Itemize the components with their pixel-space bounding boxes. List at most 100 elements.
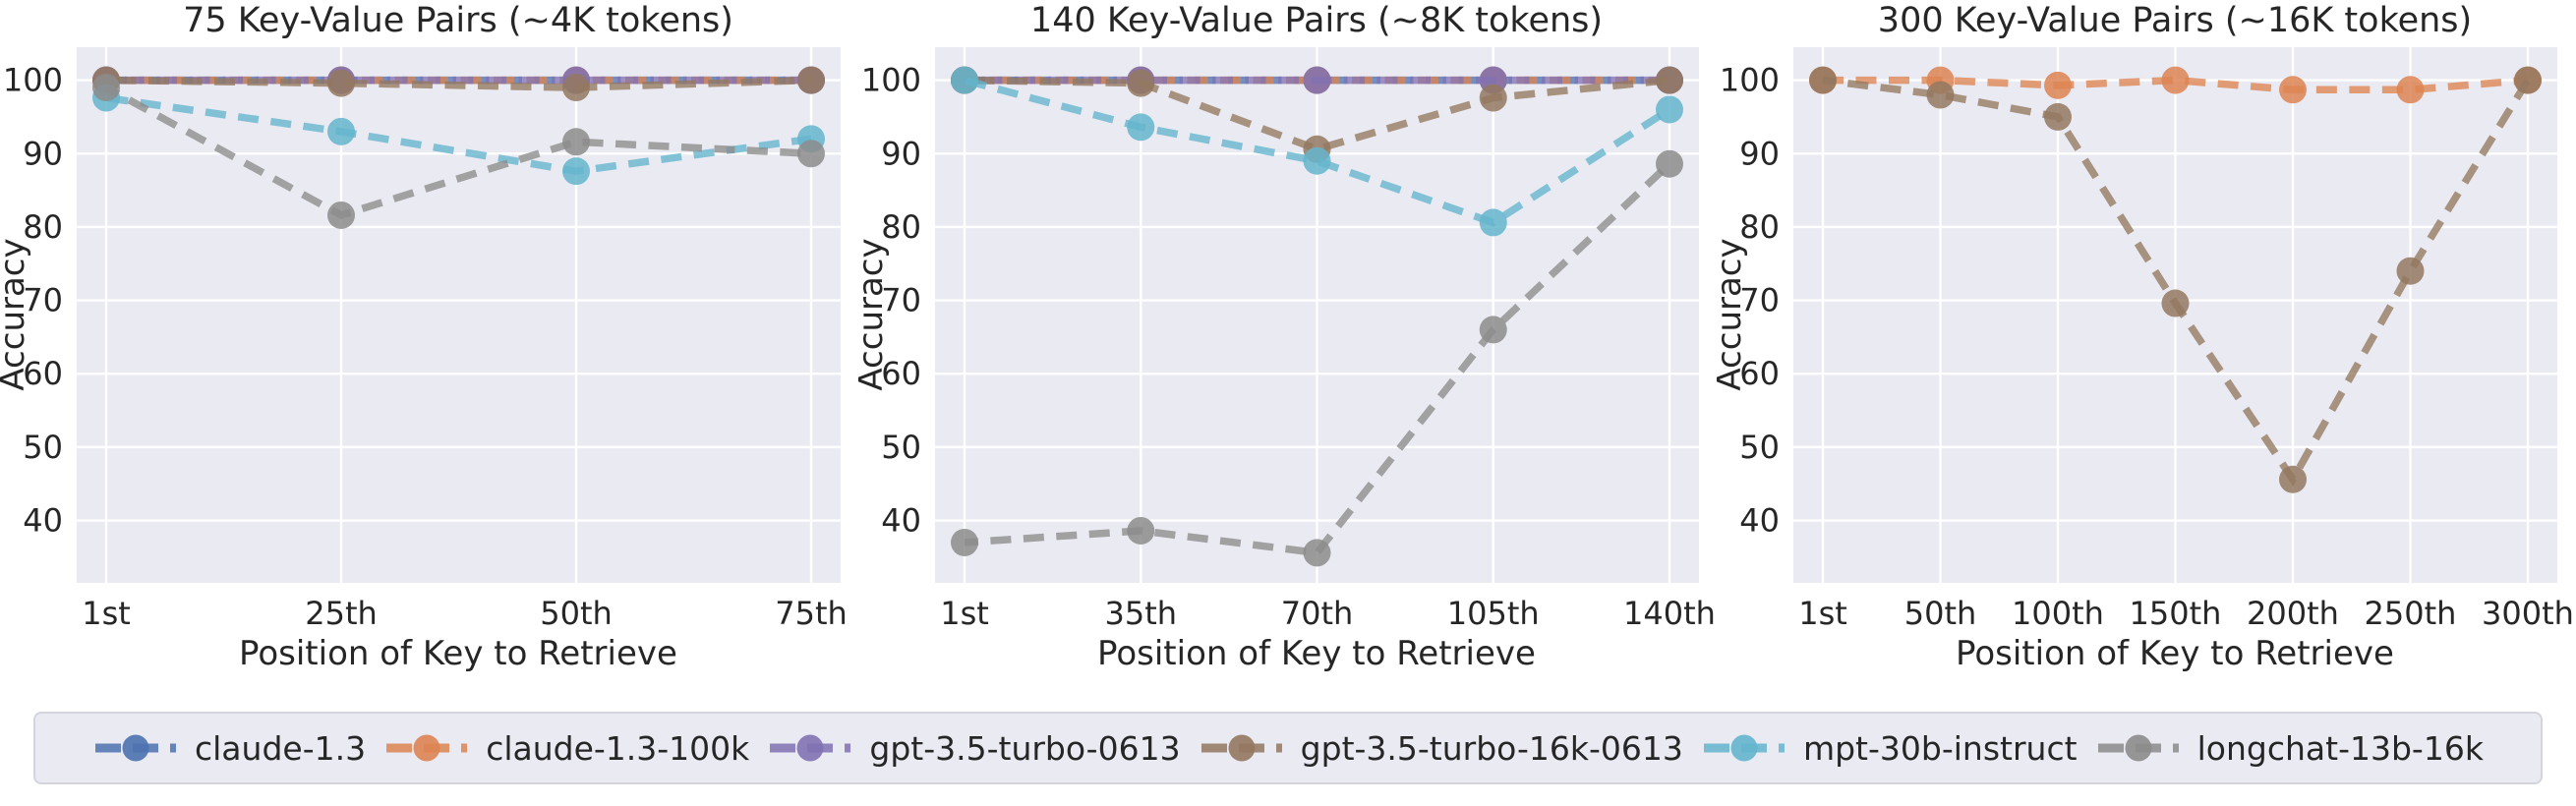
- series-marker-mpt-30b-instruct: [1656, 95, 1683, 124]
- series-marker-mpt-30b-instruct: [1479, 208, 1507, 237]
- figure-legend: claude-1.3 claude-1.3-100k gpt-3.5-turbo-0…: [33, 712, 2543, 784]
- plot-140-kv-pairs: 40 50 60 70 80 90 100 1st 35th 70th 105th 140th 140…: [858, 1, 1716, 673]
- series-marker-mpt-30b-instruct: [951, 66, 978, 94]
- x-tick-label: 250th: [2365, 595, 2457, 632]
- series-marker-longchat-13b-16k: [562, 128, 590, 156]
- y-tick-label: 80: [23, 208, 63, 246]
- x-axis-label: Position of Key to Retrieve: [1956, 634, 2394, 673]
- plot-root: 40 50 60 70 80 90 100 1st 25th 50th 75th: [3, 47, 848, 632]
- series-line-longchat-13b-16k: [104, 84, 812, 220]
- series-line-gpt-3.5-turbo-16k-0613: [964, 76, 1670, 153]
- legend-dot: [122, 734, 149, 762]
- y-tick-label: 100: [861, 62, 921, 99]
- x-axis-label: Position of Key to Retrieve: [1097, 634, 1536, 673]
- y-tick-label: 70: [881, 282, 921, 319]
- series-marker-gpt-3.5-turbo-16k-0613: [327, 69, 355, 97]
- chart-title: 300 Key-Value Pairs (~16K tokens): [1878, 1, 2472, 40]
- legend-entry-mpt-30b-instruct: mpt-30b-instruct: [1701, 729, 2078, 768]
- series-marker-gpt-3.5-turbo-16k-0613: [2044, 102, 2072, 131]
- x-tick-label: 25th: [305, 595, 378, 632]
- x-tick-label: 1st: [940, 595, 989, 632]
- series-marker-mpt-30b-instruct: [562, 157, 590, 186]
- y-tick-label: 70: [1739, 282, 1780, 319]
- legend-label: claude-1.3: [195, 728, 367, 768]
- legend-dot: [2125, 734, 2152, 762]
- series-marker-gpt-3.5-turbo-16k-0613: [2396, 257, 2425, 285]
- series-marker-claude-1.3-100k: [2396, 76, 2425, 104]
- series-marker-gpt-3.5-turbo-16k-0613: [1656, 66, 1683, 94]
- x-tick-label: 105th: [1447, 595, 1540, 632]
- series-marker-longchat-13b-16k: [327, 201, 355, 229]
- legend-entry-longchat-13b-16k: longchat-13b-16k: [2095, 729, 2484, 768]
- legend-marker-icon: [386, 734, 468, 762]
- series-marker-longchat-13b-16k: [1127, 516, 1155, 545]
- series-marker-claude-1.3-100k: [2161, 66, 2190, 94]
- series-marker-claude-1.3-100k: [2279, 76, 2307, 104]
- y-tick-label: 80: [881, 208, 921, 246]
- y-tick-label: 40: [23, 502, 63, 540]
- legend-dot: [796, 734, 824, 762]
- y-tick-label: 40: [881, 502, 921, 540]
- legend-entry-claude-1.3: claude-1.3: [92, 729, 366, 768]
- series-marker-longchat-13b-16k: [951, 528, 978, 556]
- x-tick-label: 140th: [1623, 595, 1716, 632]
- series-line-longchat-13b-16k: [964, 160, 1672, 557]
- x-tick-label: 1st: [1798, 595, 1847, 632]
- y-tick-label: 80: [1739, 208, 1780, 246]
- series-marker-gpt-3.5-turbo-16k-0613: [1926, 81, 1955, 109]
- legend-dot: [1730, 734, 1758, 762]
- y-tick-label: 50: [881, 429, 921, 466]
- series-marker-gpt-3.5-turbo-16k-0613: [2161, 289, 2190, 317]
- legend-entry-claude-1.3-100k: claude-1.3-100k: [383, 729, 749, 768]
- series-marker-mpt-30b-instruct: [1127, 113, 1155, 142]
- x-tick-label: 300th: [2482, 595, 2574, 632]
- plot-75-kv-pairs: 40 50 60 70 80 90 100 1st 25th 50th 75th 75 Key-Va…: [0, 1, 848, 673]
- y-axis-label: Accuracy: [858, 238, 891, 390]
- x-tick-label: 1st: [82, 595, 131, 632]
- legend-marker-icon: [1703, 734, 1785, 762]
- y-tick-label: 60: [1739, 355, 1780, 392]
- x-tick-label: 35th: [1104, 595, 1177, 632]
- legend-dot: [413, 734, 440, 762]
- series-line-gpt-3.5-turbo-16k-0613: [105, 76, 812, 91]
- y-tick-label: 90: [23, 135, 63, 172]
- panel-background: [77, 47, 841, 583]
- legend-label: gpt-3.5-turbo-16k-0613: [1300, 728, 1683, 768]
- series-marker-gpt-3.5-turbo-16k-0613: [562, 74, 590, 102]
- x-tick-label: 75th: [775, 595, 848, 632]
- y-tick-label: 40: [1739, 502, 1780, 540]
- chart-title: 75 Key-Value Pairs (~4K tokens): [183, 1, 733, 40]
- legend-dot: [1228, 734, 1256, 762]
- legend-marker-icon: [1200, 734, 1282, 762]
- chart-140-kv-pairs: 40 50 60 70 80 90 100 1st 35th 70th 105th 140th 140…: [858, 0, 1717, 700]
- legend-marker-icon: [2097, 734, 2179, 762]
- y-tick-label: 100: [3, 62, 63, 99]
- series-marker-mpt-30b-instruct: [1303, 146, 1331, 175]
- series-marker-mpt-30b-instruct: [327, 117, 355, 145]
- y-tick-label: 60: [881, 355, 921, 392]
- legend-label: mpt-30b-instruct: [1802, 728, 2078, 768]
- x-tick-label: 150th: [2130, 595, 2222, 632]
- y-axis-label: Accuracy: [1717, 238, 1749, 390]
- series-marker-gpt-3.5-turbo-16k-0613: [1479, 84, 1507, 112]
- y-tick-label: 100: [1720, 62, 1780, 99]
- y-tick-label: 50: [1739, 429, 1780, 466]
- plot-root: 40 50 60 70 80 90 100 1st 50th 100th 150th 200th 250…: [1720, 47, 2574, 632]
- figure-row: 40 50 60 70 80 90 100 1st 25th 50th 75th 75 Key-Va…: [0, 0, 2575, 700]
- legend-label: claude-1.3-100k: [486, 728, 750, 768]
- x-tick-label: 200th: [2247, 595, 2339, 632]
- y-tick-label: 90: [881, 135, 921, 172]
- series-marker-gpt-3.5-turbo-16k-0613: [1127, 69, 1155, 97]
- series-marker-longchat-13b-16k: [1479, 316, 1507, 344]
- chart-title: 140 Key-Value Pairs (~8K tokens): [1030, 1, 1603, 40]
- chart-300-kv-pairs: 40 50 60 70 80 90 100 1st 50th 100th 150th 200th 250…: [1717, 0, 2575, 700]
- y-tick-label: 60: [23, 355, 63, 392]
- y-tick-label: 50: [23, 429, 63, 466]
- series-marker-gpt-3.5-turbo-16k-0613: [797, 66, 825, 94]
- plot-root: 40 50 60 70 80 90 100 1st 35th 70th 105th 140th: [861, 47, 1716, 632]
- legend-entry-gpt-3.5-turbo-16k-0613: gpt-3.5-turbo-16k-0613: [1199, 729, 1683, 768]
- legend-marker-icon: [95, 734, 176, 762]
- x-tick-label: 50th: [1904, 595, 1977, 632]
- x-tick-label: 70th: [1281, 595, 1354, 632]
